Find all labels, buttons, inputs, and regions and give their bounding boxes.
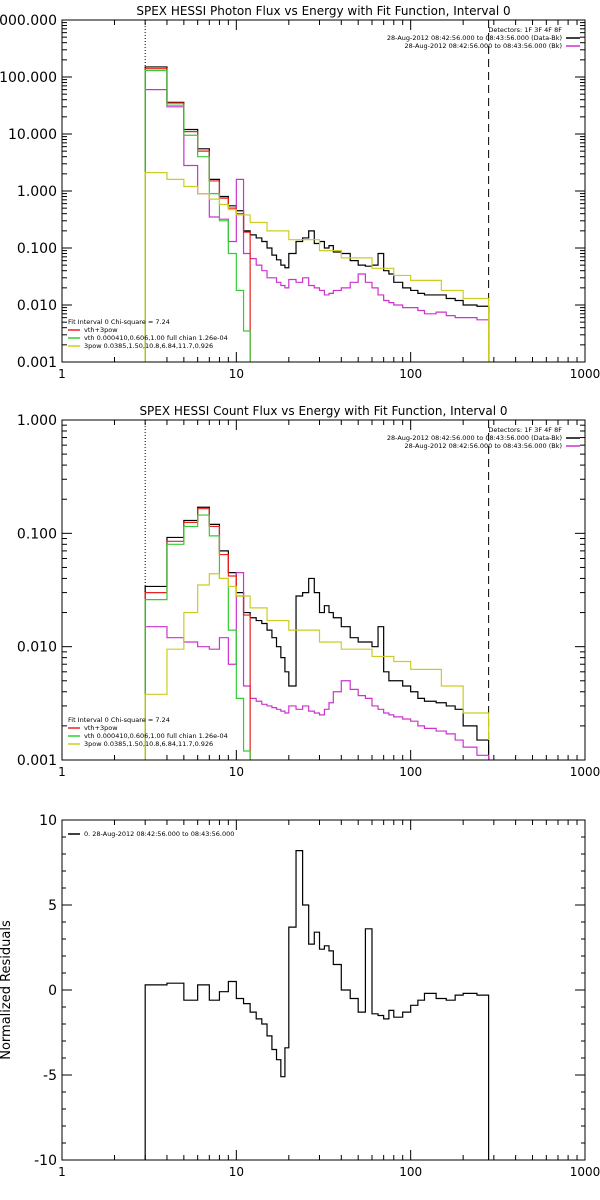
y-tick-label: 1.000 xyxy=(17,184,57,200)
x-tick-label: 10 xyxy=(229,367,244,381)
legend-header: Detectors: 1F 3F 4F 8F xyxy=(488,426,562,434)
legend-entry-label: 28-Aug-2012 08:42:56.000 to 08:43:56.000… xyxy=(387,434,562,442)
x-tick-label: 1 xyxy=(58,765,66,779)
residuals-panel: 1 10 100 1000 10 5 0 -5 -10 Normalized Residuals 0… xyxy=(0,813,600,1179)
photon-flux-panel: SPEX HESSI Photon Flux vs Energy with Fi… xyxy=(0,4,600,381)
legend-header: Fit Interval 0 Chi-square = 7.24 xyxy=(68,318,170,326)
x-tick-label: 1000 xyxy=(570,765,600,779)
chart-title: SPEX HESSI Photon Flux vs Energy with Fi… xyxy=(136,4,510,18)
x-tick-label: 100 xyxy=(399,367,422,381)
series-line-0-28-aug-2012-08-42-56-000-to-08-43-56-000 xyxy=(144,850,490,1160)
y-tick-label: 10.000 xyxy=(8,127,57,143)
legend-entry-label: 28-Aug-2012 08:42:56.000 to 08:43:56.000… xyxy=(405,442,562,450)
y-tick-label: 5 xyxy=(48,898,57,914)
y-tick-label: 1000.000 xyxy=(0,13,57,29)
legend-entry-label: vth 0.000410,0.606,1.00 full chian 1.26e… xyxy=(84,732,228,740)
x-tick-label: 100 xyxy=(399,765,422,779)
plot-area xyxy=(144,420,490,760)
y-axis-label: Normalized Residuals xyxy=(0,920,14,1060)
y-tick-label: 1.000 xyxy=(17,413,57,429)
plot-frame xyxy=(61,819,586,1161)
series-line-3pow xyxy=(144,573,490,760)
y-tick-label: 100.000 xyxy=(0,70,57,86)
y-tick-label: 0 xyxy=(48,983,57,999)
y-tick-label: 0.001 xyxy=(17,753,57,769)
x-tick-label: 100 xyxy=(399,1165,422,1179)
legend-entry-label: 0. 28-Aug-2012 08:42:56.000 to 08:43:56.… xyxy=(84,830,234,838)
x-tick-label: 1000 xyxy=(570,367,600,381)
x-tick-label: 10 xyxy=(229,1165,244,1179)
y-tick-label: 0.010 xyxy=(17,640,57,656)
legend-header: Detectors: 1F 3F 4F 8F xyxy=(488,26,562,34)
count-flux-panel: SPEX HESSI Count Flux vs Energy with Fit… xyxy=(17,404,600,779)
x-tick-label: 10 xyxy=(229,765,244,779)
legend-entry-label: 3pow 0.0385,1.50,10.8,6.84,11.7,0.926 xyxy=(84,342,213,350)
plot-area xyxy=(144,850,490,1160)
series-line-bk xyxy=(144,89,490,362)
legend-entry-label: vth+3pow xyxy=(84,326,118,334)
plot-frame xyxy=(61,419,586,761)
y-tick-label: -5 xyxy=(43,1068,57,1084)
y-tick-label: 0.100 xyxy=(17,241,57,257)
plot-area xyxy=(144,20,490,362)
legend-header: Fit Interval 0 Chi-square = 7.24 xyxy=(68,716,170,724)
legend-entry-label: 28-Aug-2012 08:42:56.000 to 08:43:56.000… xyxy=(405,42,562,50)
legend-entry-label: vth 0.000410,0.606,1.00 full chian 1.26e… xyxy=(84,334,228,342)
x-tick-label: 1 xyxy=(58,1165,66,1179)
y-tick-label: 0.100 xyxy=(17,526,57,542)
legend-entry-label: 28-Aug-2012 08:42:56.000 to 08:43:56.000… xyxy=(387,34,562,42)
series-line-vth xyxy=(144,514,257,760)
legend-entry-label: vth+3pow xyxy=(84,724,118,732)
series-line-data-bk xyxy=(144,66,490,362)
y-tick-label: 0.010 xyxy=(17,298,57,314)
y-tick-label: 0.001 xyxy=(17,355,57,371)
x-tick-label: 1 xyxy=(58,367,66,381)
legend-entry-label: 3pow 0.0385,1.50,10.8,6.84,11.7,0.926 xyxy=(84,740,213,748)
y-tick-label: 10 xyxy=(39,813,57,829)
series-line-data-bk xyxy=(144,506,490,760)
plot-frame xyxy=(61,19,586,363)
chart-title: SPEX HESSI Count Flux vs Energy with Fit… xyxy=(139,404,507,418)
x-tick-label: 1000 xyxy=(570,1165,600,1179)
y-tick-label: -10 xyxy=(34,1153,57,1169)
series-line-vth xyxy=(144,69,257,362)
series-line-3pow xyxy=(144,172,490,362)
